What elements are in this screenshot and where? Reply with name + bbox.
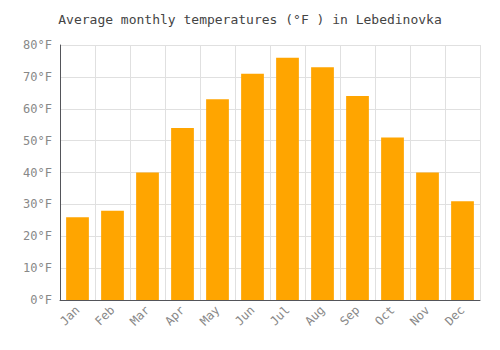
svg-text:Oct: Oct [372, 303, 397, 328]
svg-text:60°F: 60°F [23, 102, 52, 116]
svg-text:30°F: 30°F [23, 197, 52, 211]
svg-text:Apr: Apr [162, 303, 187, 328]
svg-text:80°F: 80°F [23, 38, 52, 52]
svg-text:10°F: 10°F [23, 261, 52, 275]
svg-text:May: May [197, 303, 222, 328]
svg-text:Jan: Jan [57, 303, 82, 328]
svg-text:40°F: 40°F [23, 166, 52, 180]
svg-text:Sep: Sep [337, 303, 362, 328]
svg-text:Dec: Dec [442, 303, 467, 328]
svg-text:50°F: 50°F [23, 134, 52, 148]
svg-text:20°F: 20°F [23, 229, 52, 243]
svg-text:Aug: Aug [302, 303, 327, 328]
svg-text:70°F: 70°F [23, 70, 52, 84]
svg-text:Feb: Feb [92, 303, 117, 328]
svg-text:Mar: Mar [127, 303, 152, 328]
svg-text:0°F: 0°F [30, 293, 52, 307]
svg-text:Jun: Jun [232, 303, 257, 328]
svg-text:Jul: Jul [267, 303, 292, 328]
svg-text:Nov: Nov [407, 303, 432, 328]
svg-text:Average monthly temperatures (: Average monthly temperatures (°F ) in Le… [58, 12, 442, 27]
